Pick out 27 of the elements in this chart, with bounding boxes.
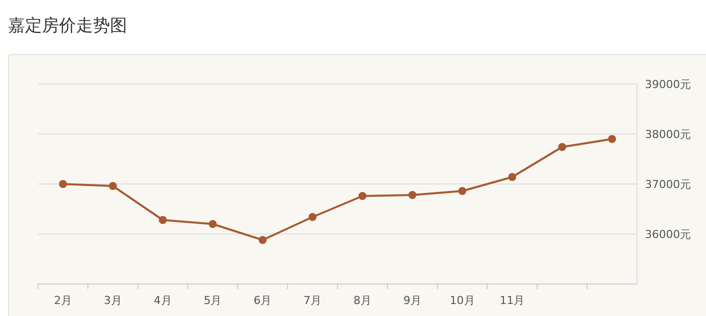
point — [558, 143, 566, 151]
y-tick-label: 38000元 — [645, 128, 691, 141]
x-tick-label: 11月 — [500, 294, 525, 307]
point — [358, 192, 366, 200]
point — [458, 187, 466, 195]
x-tick-label: 4月 — [154, 294, 172, 307]
x-tick-label: 9月 — [403, 294, 422, 307]
point — [408, 191, 416, 199]
point — [58, 180, 67, 188]
x-tick-label: 10月 — [450, 294, 475, 307]
x-tick-label: 2月 — [54, 294, 72, 307]
x-tick-label: 6月 — [254, 294, 272, 307]
point — [158, 216, 167, 224]
point — [108, 182, 117, 190]
point — [208, 220, 217, 228]
y-tick-label: 36000元 — [645, 228, 691, 241]
x-tick-label: 3月 — [104, 294, 122, 307]
y-tick-label: 37000元 — [645, 178, 691, 191]
x-tick-label: 7月 — [304, 294, 322, 307]
y-tick-label: 39000元 — [645, 78, 691, 91]
x-tick-label: 5月 — [204, 294, 222, 307]
point — [508, 173, 516, 181]
x-tick-label: 8月 — [353, 294, 372, 307]
point — [608, 135, 616, 143]
chart-title: 嘉定房价走势图 — [8, 16, 127, 36]
point — [308, 213, 317, 221]
point — [258, 236, 267, 244]
